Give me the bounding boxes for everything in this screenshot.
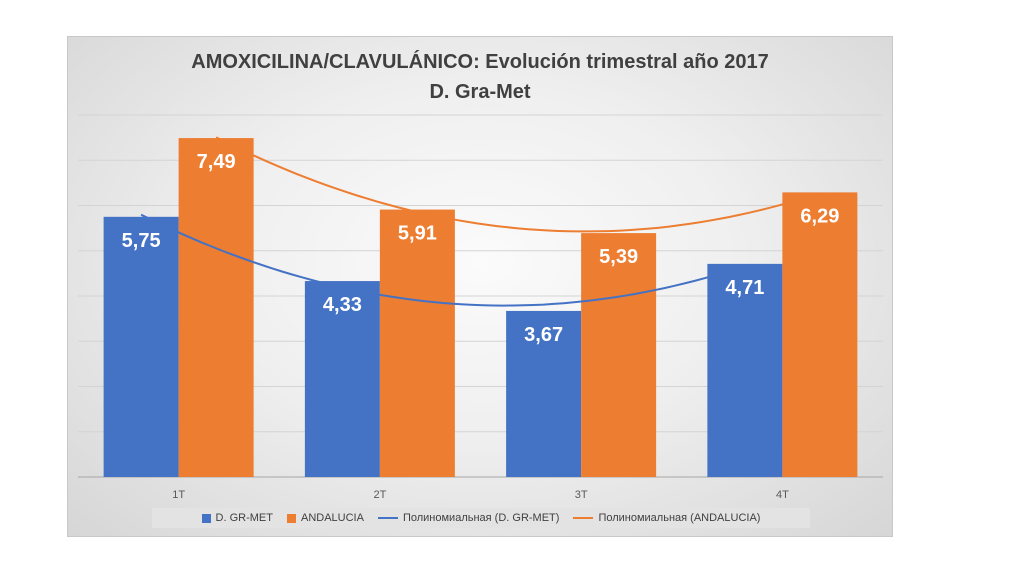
x-tick-label: 4T — [776, 489, 789, 501]
bar-andalucia-1T — [178, 138, 254, 477]
legend-label: D. GR-MET — [215, 512, 273, 524]
data-label: 5,91 — [398, 223, 437, 245]
data-label: 5,75 — [122, 230, 161, 252]
bar-andalucia-4T — [782, 192, 858, 477]
legend-swatch — [377, 517, 398, 519]
legend-label: ANDALUCIA — [300, 512, 364, 524]
bar-andalucia-2T — [379, 209, 455, 477]
chart-title: AMOXICILINA/CLAVULÁNICO: Evolución trime… — [191, 51, 769, 73]
bar-d-gr-met-2T — [304, 281, 380, 477]
data-label: 5,39 — [599, 246, 638, 268]
legend-swatch — [286, 513, 296, 523]
data-label: 6,29 — [800, 205, 839, 227]
legend-entry-trend-0: Полиномиальная (D. GR-MET) — [377, 512, 560, 524]
bar-andalucia-3T — [581, 233, 657, 477]
chart-panel: AMOXICILINA/CLAVULÁNICO: Evolución trime… — [67, 36, 893, 537]
legend-entry-trend-1: Полиномиальная (ANDALUCIA) — [573, 512, 760, 524]
trendline-andalucia — [215, 136, 821, 233]
x-axis-ticks: 1T 2T 3T 4T — [172, 489, 789, 501]
x-tick-label: 1T — [172, 489, 185, 501]
plot-area: 5,75 7,49 4,33 5,91 3,67 5,39 4,71 6,29 1T 2T 3T 4… — [78, 114, 883, 501]
trendline-d-gr-met — [140, 213, 746, 307]
data-label: 4,33 — [323, 294, 362, 316]
data-label: 7,49 — [197, 151, 236, 173]
x-tick-label: 3T — [575, 489, 588, 501]
legend-entry-series-0: D. GR-MET — [201, 512, 273, 524]
bars — [103, 138, 858, 477]
data-label: 4,71 — [725, 277, 764, 299]
legend-label: Полиномиальная (D. GR-MET) — [402, 512, 560, 524]
data-labels: 5,75 7,49 4,33 5,91 3,67 5,39 4,71 6,29 — [122, 151, 840, 346]
bar-d-gr-met-3T — [506, 310, 582, 477]
bar-d-gr-met-4T — [707, 263, 783, 477]
legend: D. GR-MET ANDALUCIA Полиномиальная (D. G… — [152, 508, 810, 528]
bar-d-gr-met-1T — [103, 216, 179, 477]
data-label: 3,67 — [524, 324, 563, 346]
legend-swatch — [573, 517, 594, 519]
legend-entry-series-1: ANDALUCIA — [286, 512, 364, 524]
legend-label: Полиномиальная (ANDALUCIA) — [598, 512, 761, 524]
legend-swatch — [201, 513, 211, 523]
trendlines — [140, 136, 821, 307]
chart-subtitle: D. Gra-Met — [429, 81, 531, 103]
x-tick-label: 2T — [373, 489, 386, 501]
